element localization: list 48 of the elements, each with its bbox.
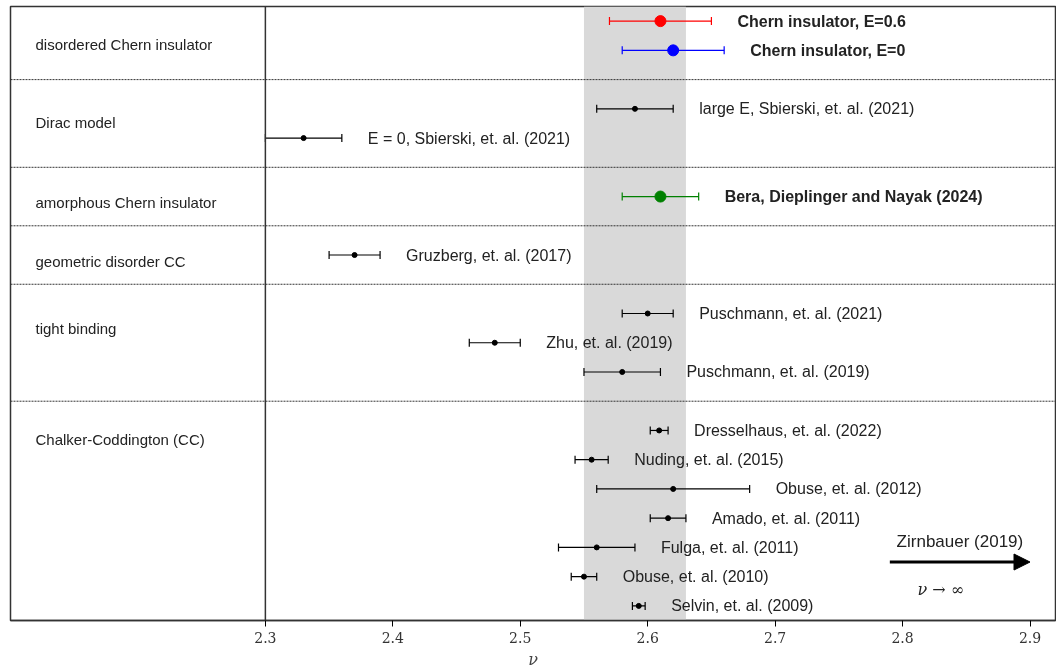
text: Obuse, et. al. (2010) xyxy=(622,568,769,586)
point xyxy=(635,602,642,609)
point xyxy=(619,368,626,375)
point xyxy=(631,105,638,112)
point xyxy=(654,190,667,203)
x-tick-label: 2.8 xyxy=(891,629,914,646)
text: Obuse, et. al. (2012) xyxy=(775,480,922,498)
text: E = 0, Sbierski, et. al. (2021) xyxy=(367,129,571,147)
annotation: disordered Chern insulator xyxy=(35,36,213,54)
text: Nuding, et. al. (2015) xyxy=(634,451,784,469)
x-tick-label: 2.3 xyxy=(254,629,277,646)
point xyxy=(644,310,651,317)
point xyxy=(491,339,498,346)
annotation: geometric disorder CC xyxy=(35,252,186,270)
text: Chern insulator, E=0.6 xyxy=(737,12,907,30)
annotation: amorphous Chern insulator xyxy=(35,194,217,212)
text: Gruzberg, et. al. (2017) xyxy=(406,246,572,264)
point xyxy=(656,427,663,434)
point xyxy=(667,44,680,57)
text: Amado, et. al. (2011) xyxy=(711,509,861,527)
x-axis-title: ν xyxy=(528,649,539,669)
text: Dresselhaus, et. al. (2022) xyxy=(694,421,882,439)
point xyxy=(351,252,358,259)
annotation: Chalker-Coddington (CC) xyxy=(35,431,205,449)
x-tick-label: 2.5 xyxy=(509,629,532,646)
text: Chern insulator, E=0 xyxy=(750,41,906,59)
annotation: tight binding xyxy=(35,319,117,337)
text: Fulga, et. al. (2011) xyxy=(660,538,799,556)
point xyxy=(593,544,600,551)
text: Puschmann, et. al. (2019) xyxy=(686,363,870,381)
point xyxy=(670,485,677,492)
point xyxy=(654,15,667,28)
point xyxy=(300,135,307,142)
x-tick-label: 2.6 xyxy=(636,629,659,646)
series-label: Selvin, et. al. (2009) xyxy=(671,597,814,615)
text: large E, Sbierski, et. al. (2021) xyxy=(699,100,915,118)
annotation: Zirnbauer (2019) xyxy=(896,532,1024,552)
x-tick-label: 2.7 xyxy=(764,629,787,646)
text: Bera, Dieplinger and Nayak (2024) xyxy=(724,188,983,206)
text: Puschmann, et. al. (2021) xyxy=(699,305,883,322)
x-tick-label: 2.4 xyxy=(381,629,405,646)
x-tick-label: 2.9 xyxy=(1018,629,1042,646)
text: Zhu, et. al. (2019) xyxy=(546,334,673,352)
point xyxy=(665,515,672,522)
point xyxy=(580,573,587,580)
point xyxy=(588,456,595,463)
annotation: ν → ∞ xyxy=(917,580,965,600)
annotation: Dirac model xyxy=(35,113,116,131)
